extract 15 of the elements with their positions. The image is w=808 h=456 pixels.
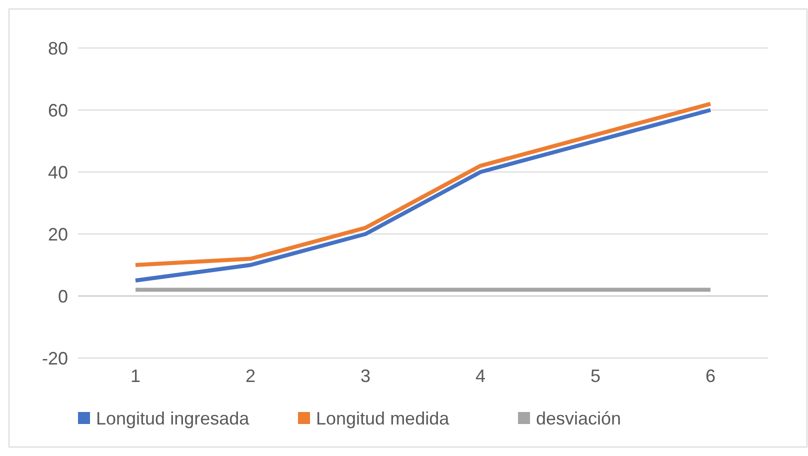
legend-label: desviación bbox=[536, 408, 622, 428]
y-tick-label: 40 bbox=[48, 162, 68, 182]
legend-label: Longitud ingresada bbox=[96, 408, 250, 428]
x-tick-label: 2 bbox=[245, 366, 256, 386]
x-tick-label: 6 bbox=[705, 366, 716, 386]
legend-label: Longitud medida bbox=[316, 408, 450, 428]
x-tick-label: 5 bbox=[590, 366, 601, 386]
y-tick-label: 0 bbox=[58, 286, 68, 306]
x-tick-label: 3 bbox=[360, 366, 371, 386]
y-tick-label: 80 bbox=[48, 38, 68, 58]
x-tick-label: 1 bbox=[130, 366, 141, 386]
y-tick-label: -20 bbox=[42, 348, 68, 368]
y-tick-label: 60 bbox=[48, 100, 68, 120]
y-tick-label: 20 bbox=[48, 224, 68, 244]
x-tick-label: 4 bbox=[475, 366, 486, 386]
